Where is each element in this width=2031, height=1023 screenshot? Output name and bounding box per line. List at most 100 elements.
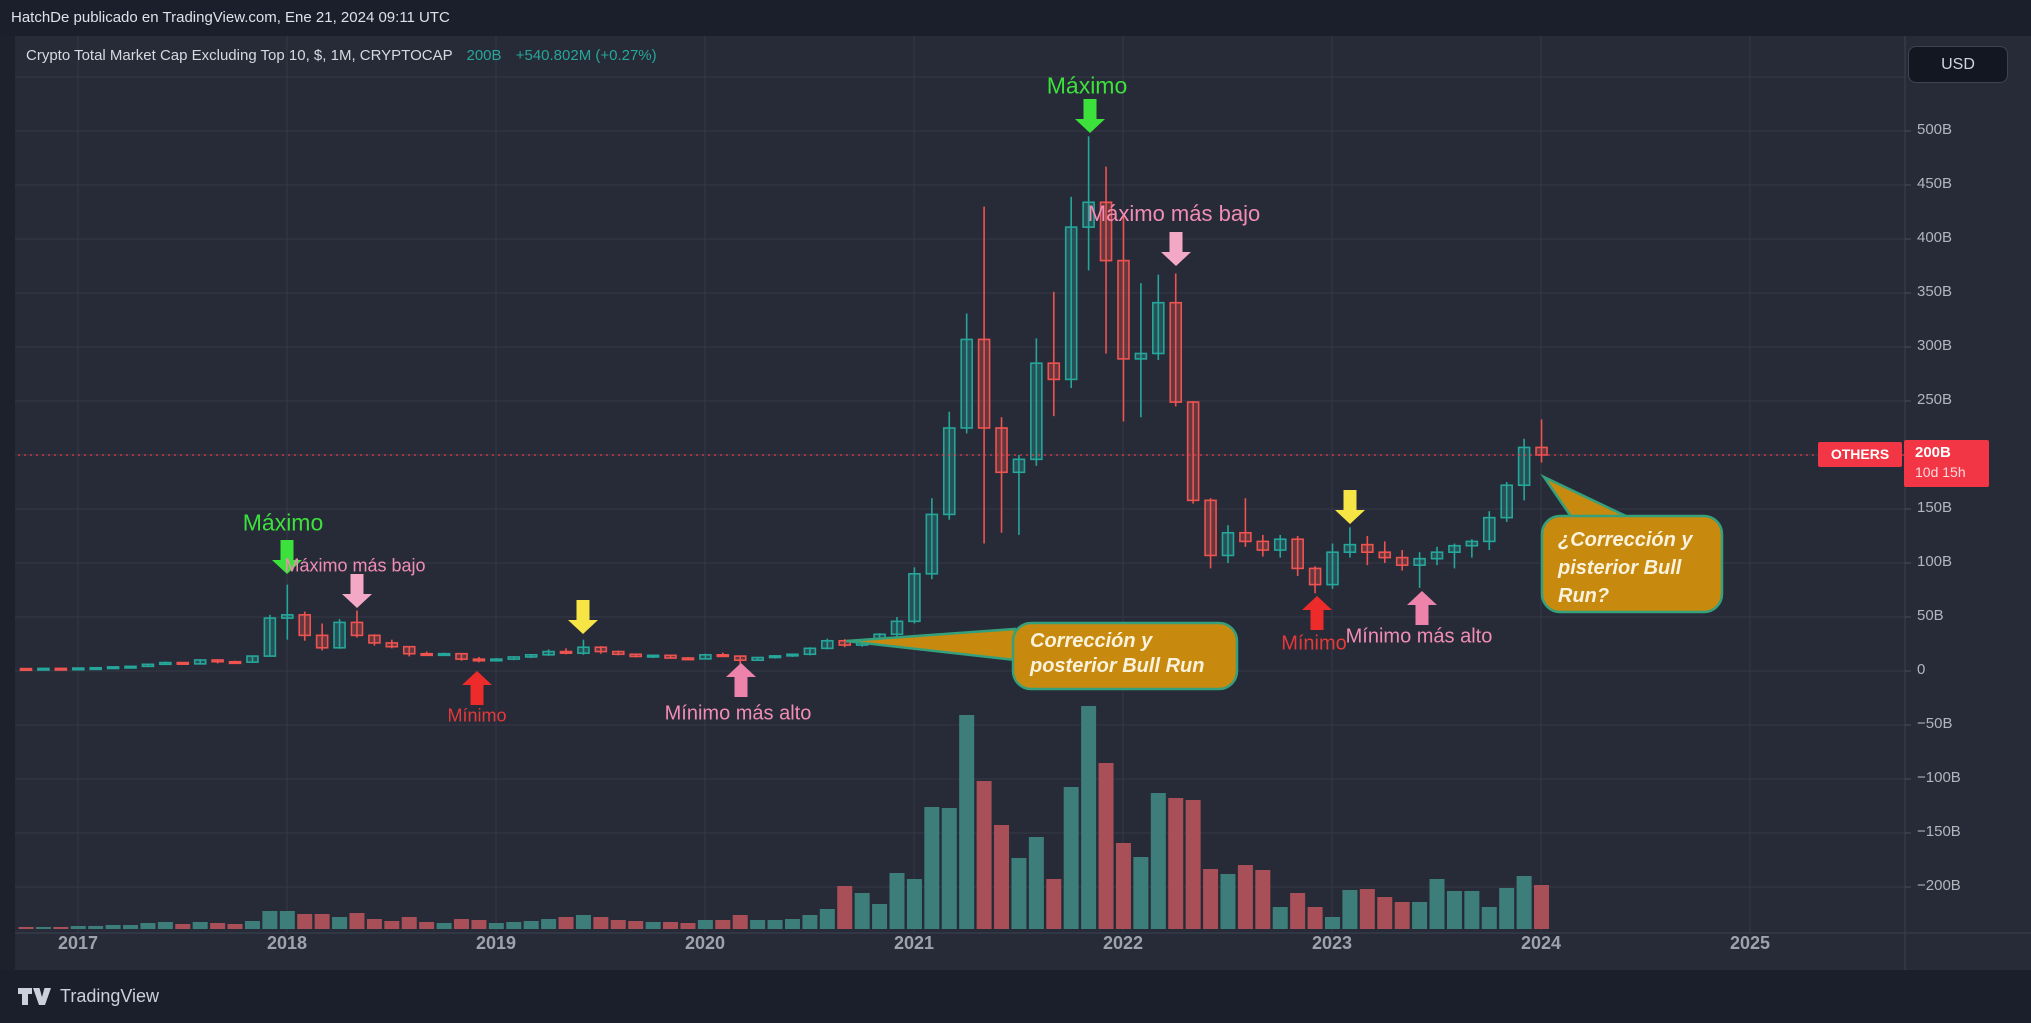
candle-body bbox=[1099, 201, 1113, 262]
volume-bar bbox=[941, 808, 957, 929]
callout-tail[interactable] bbox=[1540, 473, 1631, 520]
candle-body bbox=[1448, 544, 1461, 554]
volume-bar bbox=[889, 873, 905, 929]
callout-note-text[interactable]: Corrección y posterior Bull Run bbox=[1030, 630, 1205, 677]
volume-bar bbox=[506, 922, 522, 929]
volume-bar bbox=[227, 924, 243, 929]
candle-body bbox=[402, 645, 416, 655]
volume-bar bbox=[959, 715, 975, 929]
volume-bar bbox=[663, 922, 679, 929]
candle-body bbox=[1378, 551, 1392, 559]
volume-bar bbox=[297, 914, 313, 929]
volume-bar bbox=[332, 917, 348, 929]
publish-info-bar: HatchDe publicado en TradingView.com, En… bbox=[0, 0, 2031, 36]
volume-bar bbox=[1133, 857, 1149, 929]
price-axis-label: 300B bbox=[1917, 337, 1953, 354]
arrow-up-marker[interactable] bbox=[726, 663, 756, 697]
time-axis-label: 2018 bbox=[266, 933, 308, 953]
candle-body bbox=[1256, 540, 1270, 551]
candle-body bbox=[1413, 557, 1426, 566]
candle-body bbox=[1430, 551, 1444, 560]
volume-bar bbox=[575, 915, 591, 929]
callout-box[interactable] bbox=[1540, 514, 1724, 614]
annotation-label[interactable]: Máximo bbox=[1046, 72, 1128, 99]
callout-box[interactable] bbox=[1011, 621, 1239, 691]
volume-bar bbox=[349, 913, 365, 929]
volume-bar bbox=[1046, 879, 1062, 929]
price-axis-label: −150B bbox=[1917, 823, 1961, 840]
arrow-down-marker[interactable] bbox=[342, 574, 372, 608]
callout-note-text[interactable]: ¿Corrección y pisterior Bull Run? bbox=[1558, 529, 1693, 607]
candle-body bbox=[124, 665, 137, 669]
volume-bar bbox=[1168, 798, 1184, 929]
annotation-label[interactable]: Mínimo más alto bbox=[664, 702, 812, 725]
candle-body bbox=[768, 655, 782, 659]
candle-body bbox=[1535, 446, 1548, 456]
candle-body bbox=[803, 647, 817, 656]
candle-body bbox=[368, 634, 381, 644]
currency-toggle-button[interactable]: USD bbox=[1908, 46, 2008, 83]
annotation-label[interactable]: Mínimo bbox=[447, 705, 507, 726]
arrow-down-marker[interactable] bbox=[272, 540, 302, 574]
annotation-label[interactable]: Mínimo bbox=[1281, 632, 1347, 655]
annotation-label[interactable]: Máximo más bajo bbox=[284, 555, 426, 576]
tradingview-brand-text[interactable]: TradingView bbox=[60, 986, 160, 1006]
volume-bar bbox=[401, 917, 417, 929]
volume-bar bbox=[384, 921, 400, 929]
price-axis-label: 50B bbox=[1917, 607, 1944, 624]
volume-bar bbox=[471, 920, 487, 929]
arrow-down-marker[interactable] bbox=[568, 600, 598, 634]
annotation-label[interactable]: Máximo más bajo bbox=[1087, 201, 1261, 226]
candle-body bbox=[960, 338, 973, 429]
volume-bar bbox=[314, 914, 330, 929]
candle-body bbox=[315, 634, 329, 649]
arrow-up-marker[interactable] bbox=[1302, 596, 1332, 630]
candle-body bbox=[1326, 551, 1339, 586]
annotation-label[interactable]: Mínimo más alto bbox=[1345, 625, 1493, 648]
arrow-up-marker[interactable] bbox=[462, 671, 492, 705]
callout-tail[interactable] bbox=[845, 627, 1017, 662]
volume-bar bbox=[175, 924, 191, 929]
volume-bar bbox=[35, 927, 51, 929]
tradingview-logo-icon[interactable] bbox=[18, 986, 51, 1007]
time-axis-label: 2019 bbox=[475, 933, 517, 953]
volume-bar bbox=[593, 917, 609, 929]
price-axis-label: 100B bbox=[1917, 553, 1953, 570]
time-axis-label: 2020 bbox=[684, 933, 726, 953]
candle-body bbox=[1482, 516, 1496, 543]
price-axis-label: 150B bbox=[1917, 499, 1953, 516]
volume-bar bbox=[541, 919, 557, 929]
volume-bar bbox=[53, 927, 69, 929]
candle-body bbox=[298, 614, 312, 637]
arrow-down-marker[interactable] bbox=[1335, 490, 1365, 524]
chart-canvas[interactable] bbox=[0, 36, 2031, 970]
volume-bar bbox=[1237, 865, 1253, 929]
candle-body bbox=[228, 660, 242, 665]
candle-body bbox=[838, 639, 852, 646]
arrow-up-marker[interactable] bbox=[1407, 591, 1437, 625]
volume-bar bbox=[1325, 917, 1340, 929]
volume-bar bbox=[697, 920, 713, 929]
candle-body bbox=[611, 650, 625, 656]
candle-body bbox=[699, 653, 712, 660]
candle-body bbox=[1361, 543, 1374, 554]
candle-body bbox=[1134, 352, 1148, 360]
volume-bar bbox=[610, 920, 626, 929]
annotation-label[interactable]: Máximo bbox=[242, 509, 324, 536]
last-price-badge: 200B 10d 15h bbox=[1904, 440, 1989, 487]
symbol-title[interactable]: Crypto Total Market Cap Excluding Top 10… bbox=[26, 47, 453, 64]
candle-body bbox=[1308, 567, 1322, 586]
arrow-down-marker[interactable] bbox=[1075, 99, 1105, 133]
volume-bar bbox=[784, 919, 800, 929]
volume-bar bbox=[262, 911, 278, 929]
arrow-down-marker[interactable] bbox=[1161, 232, 1191, 266]
volume-bar bbox=[732, 915, 748, 929]
candle-body bbox=[908, 572, 921, 623]
time-axis-label: 2023 bbox=[1311, 933, 1353, 953]
volume-bar bbox=[1429, 879, 1445, 929]
time-axis-label: 2025 bbox=[1729, 933, 1771, 953]
time-axis-label: 2021 bbox=[893, 933, 935, 953]
candle-body bbox=[681, 657, 695, 661]
candle-body bbox=[664, 654, 677, 659]
